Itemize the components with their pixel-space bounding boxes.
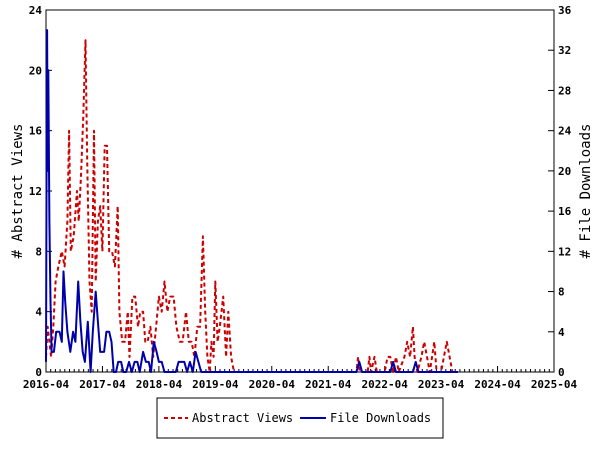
y-left-axis: 0 4 8 12 16 20 24 xyxy=(29,4,52,379)
x-tick-label: 2018-04 xyxy=(136,378,183,391)
y-right-tick-label: 8 xyxy=(558,286,565,299)
legend-label-file-downloads: File Downloads xyxy=(330,411,431,425)
y-right-tick-label: 4 xyxy=(558,326,565,339)
x-tick-label: 2023-04 xyxy=(418,378,465,391)
series-group xyxy=(45,29,458,373)
x-tick-label: 2020-04 xyxy=(249,378,296,391)
y-left-tick-label: 20 xyxy=(29,64,42,77)
y-left-tick-label: 4 xyxy=(35,306,42,319)
series-line-file-downloads xyxy=(45,29,458,373)
y-right-tick-label: 20 xyxy=(558,165,571,178)
x-axis: 2016-04 2017-04 2018-04 2019-04 2020-04 2021-… xyxy=(23,366,578,391)
x-tick-label: 2024-04 xyxy=(474,378,521,391)
y-right-axis: 0 4 8 12 16 20 24 28 32 36 xyxy=(548,4,572,379)
y-left-axis-title: # Abstract Views xyxy=(10,124,26,259)
y-right-tick-label: 32 xyxy=(558,44,571,57)
y-left-tick-label: 16 xyxy=(29,125,43,138)
y-left-tick-label: 0 xyxy=(35,366,42,379)
legend-label-abstract-views: Abstract Views xyxy=(192,411,293,425)
y-right-tick-label: 12 xyxy=(558,245,571,258)
x-tick-label: 2019-04 xyxy=(192,378,239,391)
y-left-tick-label: 24 xyxy=(29,4,43,17)
x-tick-label: 2025-04 xyxy=(531,378,578,391)
x-tick-label: 2017-04 xyxy=(79,378,126,391)
x-tick-label: 2016-04 xyxy=(23,378,70,391)
y-left-tick-label: 12 xyxy=(29,185,42,198)
y-right-axis-title: # File Downloads xyxy=(578,124,594,259)
y-right-tick-label: 28 xyxy=(558,84,571,97)
y-left-tick-label: 8 xyxy=(35,245,42,258)
y-right-tick-label: 16 xyxy=(558,205,572,218)
y-right-tick-label: 0 xyxy=(558,366,565,379)
y-right-tick-label: 36 xyxy=(558,4,572,17)
legend: Abstract Views File Downloads xyxy=(156,397,444,439)
x-tick-label: 2022-04 xyxy=(361,378,408,391)
plot-frame xyxy=(45,9,555,373)
y-right-tick-label: 24 xyxy=(558,125,572,138)
series-line-abstract-views xyxy=(45,39,458,373)
x-tick-label: 2021-04 xyxy=(305,378,352,391)
